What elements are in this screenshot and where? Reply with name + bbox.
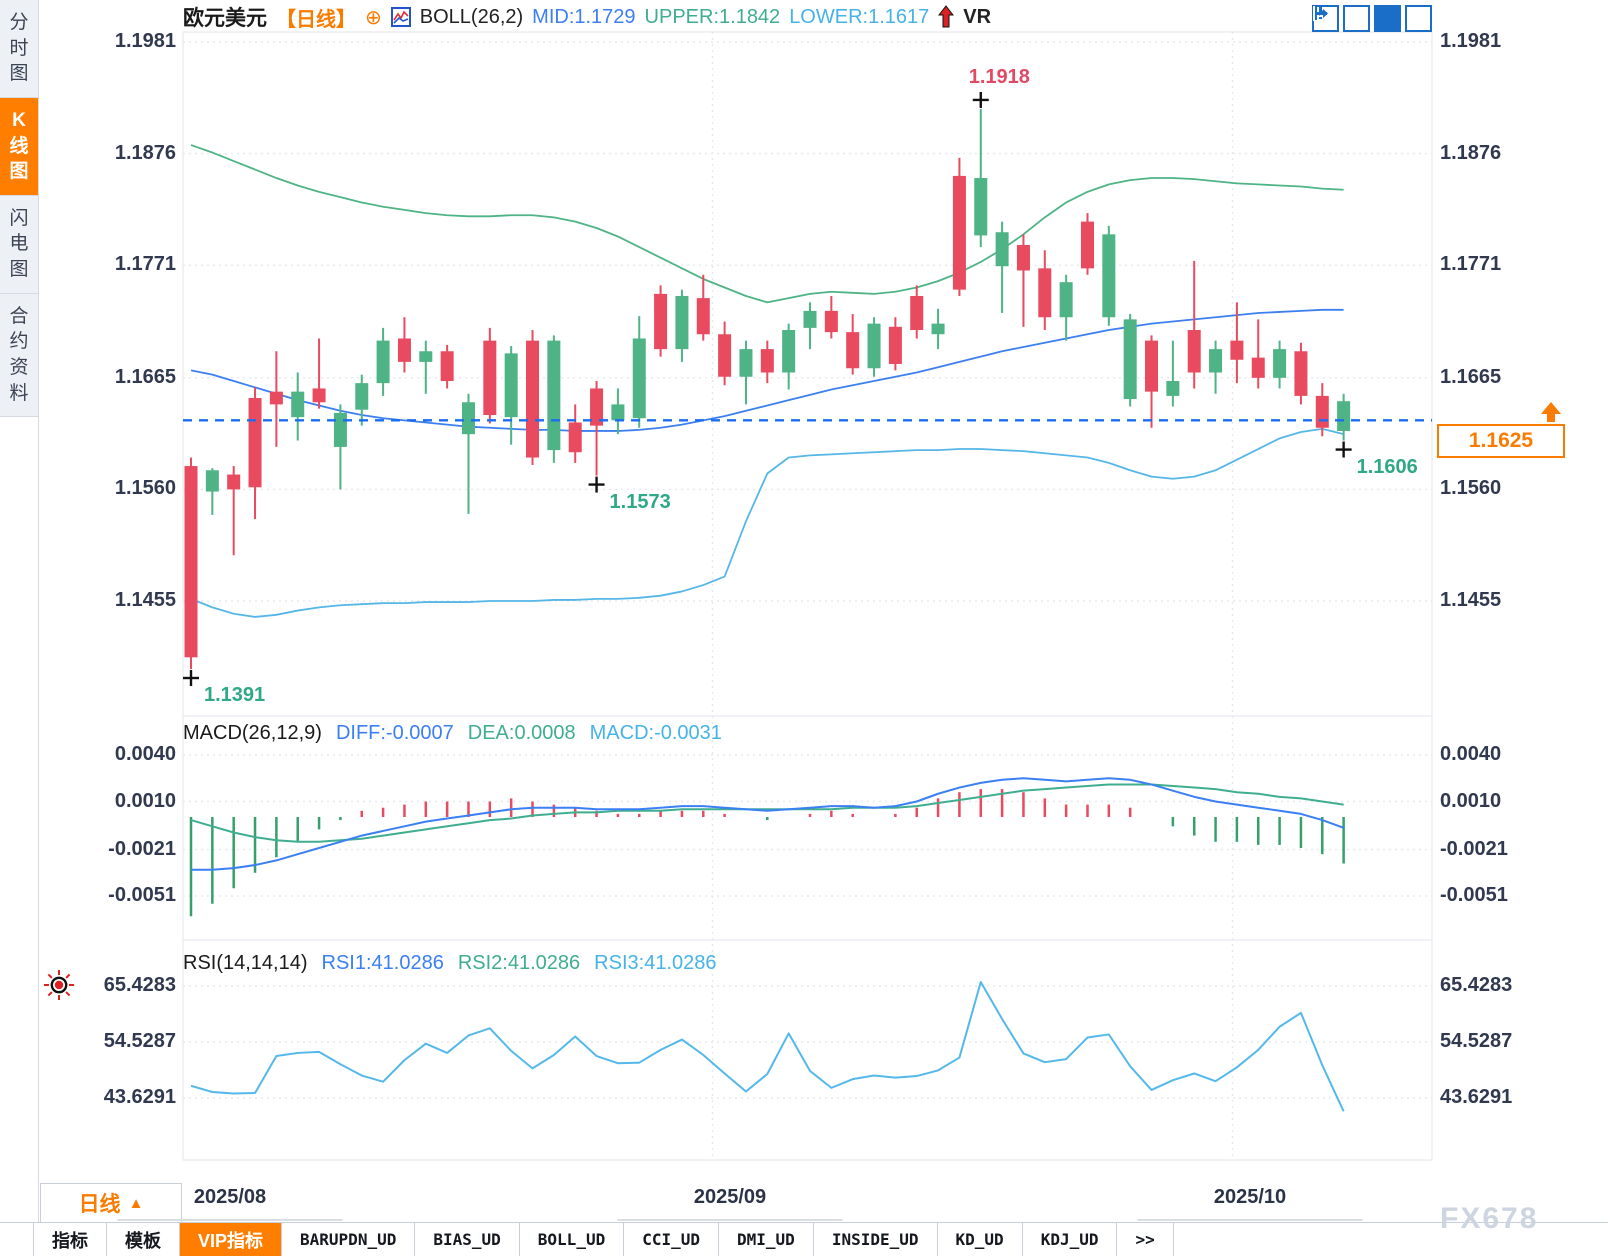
rsi-title: RSI(14,14,14): [183, 952, 308, 974]
x-axis-date-label: 2025/09: [693, 1186, 767, 1208]
axis-tick-label: -0.0021: [108, 837, 176, 860]
axis-tick-label: 43.6291: [103, 1086, 176, 1108]
vr-indicator-label: VR: [963, 5, 992, 28]
circle-plus-icon[interactable]: ⊕: [365, 6, 382, 29]
axis-tick-label: 65.4283: [1440, 974, 1513, 996]
axis-tick-label: 1.1771: [1440, 253, 1502, 276]
triangle-up-icon: ▲: [128, 1194, 144, 1212]
price-annotation-1.1573: 1.1573: [609, 490, 671, 513]
axis-pointer-icon[interactable]: [1313, 5, 1401, 32]
tab-cci_ud[interactable]: CCI_UD: [624, 1223, 720, 1256]
rsi-pane-header: RSI(14,14,14) RSI1:41.0286 RSI2:41.0286 …: [183, 952, 717, 975]
sun-icon: [44, 970, 74, 1000]
tab-kdj_ud[interactable]: KDJ_UD: [1023, 1223, 1118, 1256]
axis-tick-label: 1.1981: [114, 30, 176, 52]
mini-chart-icon: [390, 7, 411, 27]
sidebar-item-4[interactable]: 合约资料: [0, 293, 38, 418]
sidebar-item-label: 分时图: [9, 12, 29, 85]
tab-kd_ud[interactable]: KD_UD: [938, 1223, 1023, 1256]
tab-inside_ud[interactable]: INSIDE_UD: [814, 1223, 938, 1256]
axis-tick-label: 1.1876: [114, 141, 176, 164]
tab-boll_ud[interactable]: BOLL_UD: [520, 1223, 625, 1256]
current-price-tag: 1.1625: [1437, 424, 1565, 458]
tab-bias_ud[interactable]: BIAS_UD: [415, 1223, 520, 1256]
symbol-name: 欧元美元: [183, 7, 267, 30]
macd-title: MACD(26,12,9): [183, 722, 322, 744]
sidebar-chart-modes: 分时图 K线图闪电图合约资料: [0, 0, 39, 1256]
axis-tick-label: 1.1560: [114, 477, 176, 500]
axis-tick-label: 1.1560: [1440, 477, 1502, 500]
sidebar-item-label: 合约资料: [9, 305, 29, 404]
boll-upper-value: UPPER:1.1842: [644, 5, 781, 28]
axis-tick-label: 1.1771: [114, 253, 176, 276]
x-axis-underline: [617, 1219, 843, 1221]
macd-diff-value: DIFF:-0.0007: [335, 722, 454, 744]
axis-tick-label: 1.1981: [1440, 30, 1502, 52]
price-annotation-1.1918: 1.1918: [968, 65, 1030, 88]
axis-tick-label: 0.0040: [1440, 743, 1502, 765]
axis-tick-label: 1.1455: [1440, 589, 1502, 611]
macd-macd-value: MACD:-0.0031: [589, 722, 722, 744]
period-selector-label: 日线: [78, 1193, 121, 1216]
axis-scale-icon[interactable]: [1313, 5, 1370, 32]
rsi2-value: RSI2:41.0286: [457, 952, 581, 974]
exit-right-icon[interactable]: [1315, 5, 1432, 32]
sidebar-item-label: 闪电图: [9, 207, 29, 281]
axis-tick-label: 54.5287: [1440, 1030, 1513, 1052]
tab-vip[interactable]: VIP指标: [180, 1223, 283, 1256]
axis-tick-label: 1.1665: [114, 365, 176, 388]
axis-tick-label: 43.6291: [1440, 1086, 1513, 1108]
axis-tick-label: 54.5287: [103, 1030, 176, 1052]
macd-pane-header: MACD(26,12,9) DIFF:-0.0007 DEA:0.0008 MA…: [183, 722, 722, 745]
indicator-tab-bar: 指标 模板 VIP指标 BARUPDN_UD BIAS_UD BOLL_UD CCI_UD D…: [0, 1222, 1608, 1256]
axis-tick-label: 1.1665: [1440, 365, 1502, 388]
axis-tick-label: -0.0051: [1440, 884, 1508, 907]
axis-tick-label: -0.0051: [108, 884, 176, 907]
price-annotation-1.1606: 1.1606: [1356, 455, 1418, 478]
red-arrow-up-icon: [938, 5, 955, 28]
sidebar-item-label: K线图: [9, 109, 29, 183]
period-selector-button[interactable]: 日线 ▲: [40, 1183, 182, 1223]
watermark: FX678: [1440, 1202, 1539, 1235]
price-up-arrow-icon: [1541, 402, 1561, 422]
tab-barupdn_ud[interactable]: BARUPDN_UD: [282, 1223, 416, 1256]
boll-lower-value: LOWER:1.1617: [789, 5, 930, 28]
boll-mid-value: MID:1.1729: [532, 5, 636, 28]
tab-[interactable]: 模板: [107, 1223, 180, 1256]
axis-tick-label: 0.0010: [114, 789, 176, 812]
axis-tick-label: 65.4283: [103, 974, 176, 996]
axis-tick-label: -0.0021: [1440, 837, 1508, 860]
axis-tick-label: 0.0010: [1440, 789, 1502, 812]
boll-indicator-label: BOLL(26,2): [419, 5, 524, 28]
tab-[interactable]: 指标: [33, 1223, 107, 1256]
tab-[interactable]: >>: [1117, 1223, 1174, 1256]
axis-tick-label: 1.1876: [1440, 141, 1502, 164]
axis-tick-label: 0.0040: [114, 743, 176, 765]
x-axis-underline: [1137, 1219, 1363, 1221]
period-tag[interactable]: 【日线】: [276, 8, 356, 31]
sidebar-item-3[interactable]: 闪电图: [0, 195, 38, 294]
price-annotation-1.1391: 1.1391: [204, 684, 266, 706]
rsi3-value: RSI3:41.0286: [594, 952, 717, 974]
tab-dmi_ud[interactable]: DMI_UD: [719, 1223, 814, 1256]
x-axis-date-label: 2025/08: [193, 1186, 267, 1208]
chart-toolbar: [1312, 5, 1432, 32]
x-axis-underline: [117, 1219, 343, 1221]
x-axis-date-label: 2025/10: [1213, 1186, 1287, 1208]
axis-tick-label: 1.1455: [114, 589, 176, 611]
sidebar-item-1[interactable]: 分时图: [0, 0, 38, 98]
macd-dea-value: DEA:0.0008: [467, 722, 576, 744]
sidebar-item-2[interactable]: K线图: [0, 97, 38, 196]
rsi1-value: RSI1:41.0286: [321, 952, 444, 974]
chart-header: 欧元美元 【日线】 ⊕ BOLL(26,2) MID:1.1729 UPPER:…: [183, 2, 991, 32]
